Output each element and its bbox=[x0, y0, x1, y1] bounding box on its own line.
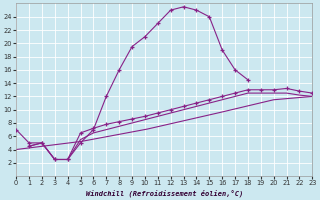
X-axis label: Windchill (Refroidissement éolien,°C): Windchill (Refroidissement éolien,°C) bbox=[86, 189, 243, 197]
